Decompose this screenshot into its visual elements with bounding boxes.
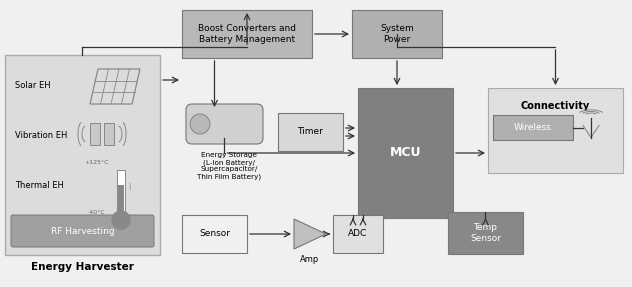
FancyBboxPatch shape	[186, 104, 263, 144]
Text: Energy Storage
(L-Ion Battery/
Supercapacitor/
Thin Film Battery): Energy Storage (L-Ion Battery/ Supercapa…	[197, 152, 262, 180]
Text: Vibration EH: Vibration EH	[15, 131, 68, 139]
Text: Temp
Sensor: Temp Sensor	[470, 223, 501, 243]
Text: +125°C: +125°C	[85, 160, 109, 164]
Circle shape	[190, 114, 210, 134]
Text: -40°C: -40°C	[88, 210, 106, 216]
Text: System
Power: System Power	[380, 24, 414, 44]
Text: |: |	[128, 183, 130, 191]
Bar	[333, 215, 383, 253]
Bar	[448, 212, 523, 254]
Text: RF Harvesting: RF Harvesting	[51, 226, 114, 236]
Text: MCU: MCU	[390, 146, 422, 160]
Text: Amp: Amp	[300, 255, 320, 263]
Bar	[182, 215, 247, 253]
Bar	[90, 123, 100, 145]
Bar	[278, 113, 343, 151]
Text: ADC: ADC	[348, 230, 368, 238]
Text: Wireless: Wireless	[514, 123, 552, 132]
Circle shape	[112, 211, 130, 229]
Text: Thermal EH: Thermal EH	[15, 181, 64, 189]
Text: Sensor: Sensor	[199, 230, 230, 238]
Polygon shape	[294, 219, 326, 249]
Text: Connectivity: Connectivity	[521, 101, 590, 111]
Bar	[118, 185, 124, 212]
Bar	[358, 88, 453, 218]
Bar	[493, 115, 573, 140]
FancyBboxPatch shape	[11, 215, 154, 247]
Text: Energy Harvester: Energy Harvester	[31, 262, 134, 272]
Text: Solar EH: Solar EH	[15, 80, 51, 90]
Bar	[352, 10, 442, 58]
Text: Timer: Timer	[298, 127, 324, 137]
Bar	[104, 123, 114, 145]
Bar	[182, 10, 312, 58]
Text: Boost Converters and
Battery Management: Boost Converters and Battery Management	[198, 24, 296, 44]
Bar	[117, 170, 125, 212]
Bar	[5, 55, 160, 255]
Bar	[488, 88, 623, 173]
